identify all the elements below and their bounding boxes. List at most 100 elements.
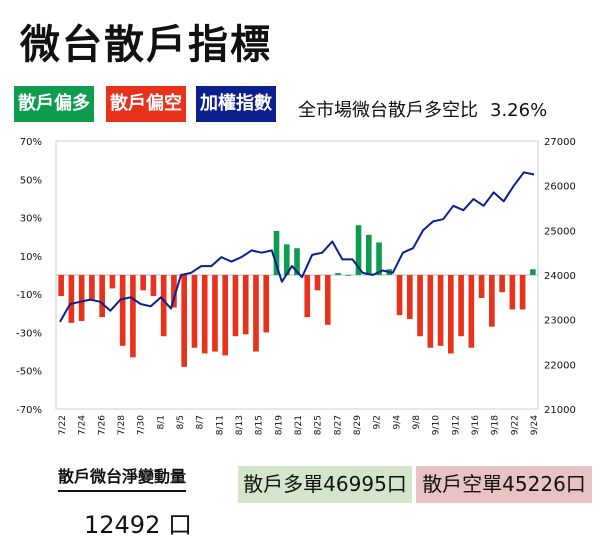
bar-bullish — [294, 248, 300, 275]
bar-bearish — [406, 275, 413, 320]
legend-index-label: 加權指數 — [200, 93, 272, 114]
legend-bearish: 散戶偏空 — [106, 86, 186, 122]
x-axis-tick: 7/30 — [137, 415, 147, 435]
bar-bearish — [160, 275, 167, 337]
x-axis-tick: 8/13 — [235, 415, 245, 435]
long-short-ratio: 全市場微台散戶多空比 3.26% — [298, 96, 547, 122]
bar-bearish — [68, 275, 75, 323]
x-axis-tick: 9/2 — [373, 415, 383, 429]
x-axis-tick: 8/27 — [333, 415, 343, 435]
retail-indicator-chart: 70% 50% 30% 10% -10% -30% -50% -70% 27000 26000 25… — [16, 137, 576, 435]
x-axis-tick: 8/7 — [196, 415, 206, 429]
left-axis-tick: -10% — [16, 290, 42, 301]
bar-bullish — [530, 269, 536, 275]
bar-bullish — [355, 225, 362, 275]
bar-bullish — [283, 244, 290, 275]
left-axis-tick: 50% — [20, 175, 42, 186]
bar-bearish — [396, 275, 403, 316]
bar-bearish — [509, 275, 516, 310]
x-axis-tick: 9/18 — [491, 415, 501, 435]
bar-bullish — [273, 230, 280, 275]
bar-bearish — [314, 275, 321, 291]
bar-bearish — [499, 275, 505, 293]
bar-bearish — [58, 275, 64, 297]
bar-bearish — [427, 275, 434, 348]
retail-short-box: 散戶空單45226口 — [416, 466, 592, 503]
legend-bullish: 散戶偏多 — [14, 86, 94, 122]
bar-bullish — [365, 234, 372, 275]
bar-bearish — [324, 275, 331, 325]
right-axis-tick: 21000 — [544, 405, 576, 416]
bar-bearish — [519, 275, 526, 310]
left-axis-tick: -30% — [16, 328, 42, 339]
right-axis-tick: 27000 — [544, 137, 576, 148]
x-axis-tick: 8/29 — [353, 415, 363, 435]
bar-bearish — [201, 275, 208, 354]
net-change-label: 散戶微台淨變動量 — [58, 463, 187, 492]
x-axis-tick: 7/26 — [97, 415, 107, 435]
x-axis-tick: 9/22 — [510, 415, 520, 435]
ratio-label: 全市場微台散戶多空比 — [298, 100, 478, 121]
bar-bullish — [335, 273, 341, 275]
legend-bullish-label: 散戶偏多 — [18, 93, 90, 114]
bar-bearish — [417, 275, 423, 337]
bar-bearish — [212, 275, 218, 352]
bar-bearish — [109, 275, 116, 289]
x-axis-tick: 9/4 — [392, 415, 402, 430]
net-change-value: 12492 口 — [84, 511, 192, 539]
x-axis-tick: 8/5 — [176, 415, 186, 429]
bar-bearish — [437, 275, 444, 346]
bar-bearish — [448, 275, 454, 354]
ratio-value: 3.26% — [490, 100, 548, 121]
bar-bearish — [181, 275, 188, 367]
bar-bearish — [263, 275, 270, 333]
bar-bearish — [171, 275, 177, 308]
x-axis-tick: 7/24 — [78, 415, 88, 435]
bar-bearish — [222, 275, 229, 356]
bar-bearish — [191, 275, 198, 348]
bar-bullish — [345, 275, 352, 276]
legend-bearish-label: 散戶偏空 — [110, 93, 182, 114]
x-axis-tick: 8/11 — [215, 415, 225, 435]
right-axis-tick: 25000 — [544, 226, 576, 237]
bar-bearish — [119, 275, 126, 346]
bar-bearish — [478, 275, 485, 298]
index-line — [59, 171, 535, 323]
bar-bearish — [253, 275, 259, 352]
bar-bearish — [232, 275, 239, 337]
bar-bearish — [140, 275, 146, 291]
bar-bearish — [78, 275, 85, 321]
bar-bearish — [468, 275, 475, 348]
x-axis-tick: 8/21 — [294, 415, 304, 435]
x-axis-tick: 8/15 — [255, 415, 265, 435]
bar-bearish — [89, 275, 95, 300]
x-axis-tick: 8/19 — [274, 415, 284, 435]
bar-bearish — [99, 275, 105, 318]
legend-index: 加權指數 — [196, 86, 276, 122]
bar-bearish — [489, 275, 495, 327]
bar-bearish — [458, 275, 464, 337]
x-axis-tick: 9/8 — [412, 415, 422, 430]
bar-bearish — [150, 275, 157, 297]
left-axis-tick: 10% — [20, 252, 42, 263]
bar-bullish — [376, 242, 382, 275]
x-axis-tick: 8/25 — [314, 415, 324, 435]
right-axis-tick: 24000 — [544, 271, 576, 282]
x-axis-tick: 8/1 — [156, 415, 166, 429]
x-axis-tick: 7/22 — [58, 415, 68, 435]
right-axis-tick: 22000 — [544, 360, 576, 371]
page-title: 微台散戶指標 — [20, 22, 272, 68]
x-axis-tick: 7/28 — [117, 415, 127, 435]
bar-bearish — [304, 275, 311, 318]
right-axis-tick: 26000 — [544, 182, 576, 193]
left-axis-tick: 30% — [20, 214, 42, 225]
x-axis-tick: 9/24 — [530, 415, 540, 435]
x-axis-tick: 9/10 — [432, 415, 442, 435]
bar-bearish — [242, 275, 249, 335]
left-axis-tick: -70% — [16, 405, 42, 416]
right-axis-tick: 23000 — [544, 316, 576, 327]
left-axis-tick: -50% — [16, 367, 42, 378]
retail-long-box: 散戶多單46995口 — [238, 466, 412, 503]
x-axis-tick: 9/16 — [471, 415, 481, 435]
x-axis-tick: 9/12 — [451, 415, 461, 435]
